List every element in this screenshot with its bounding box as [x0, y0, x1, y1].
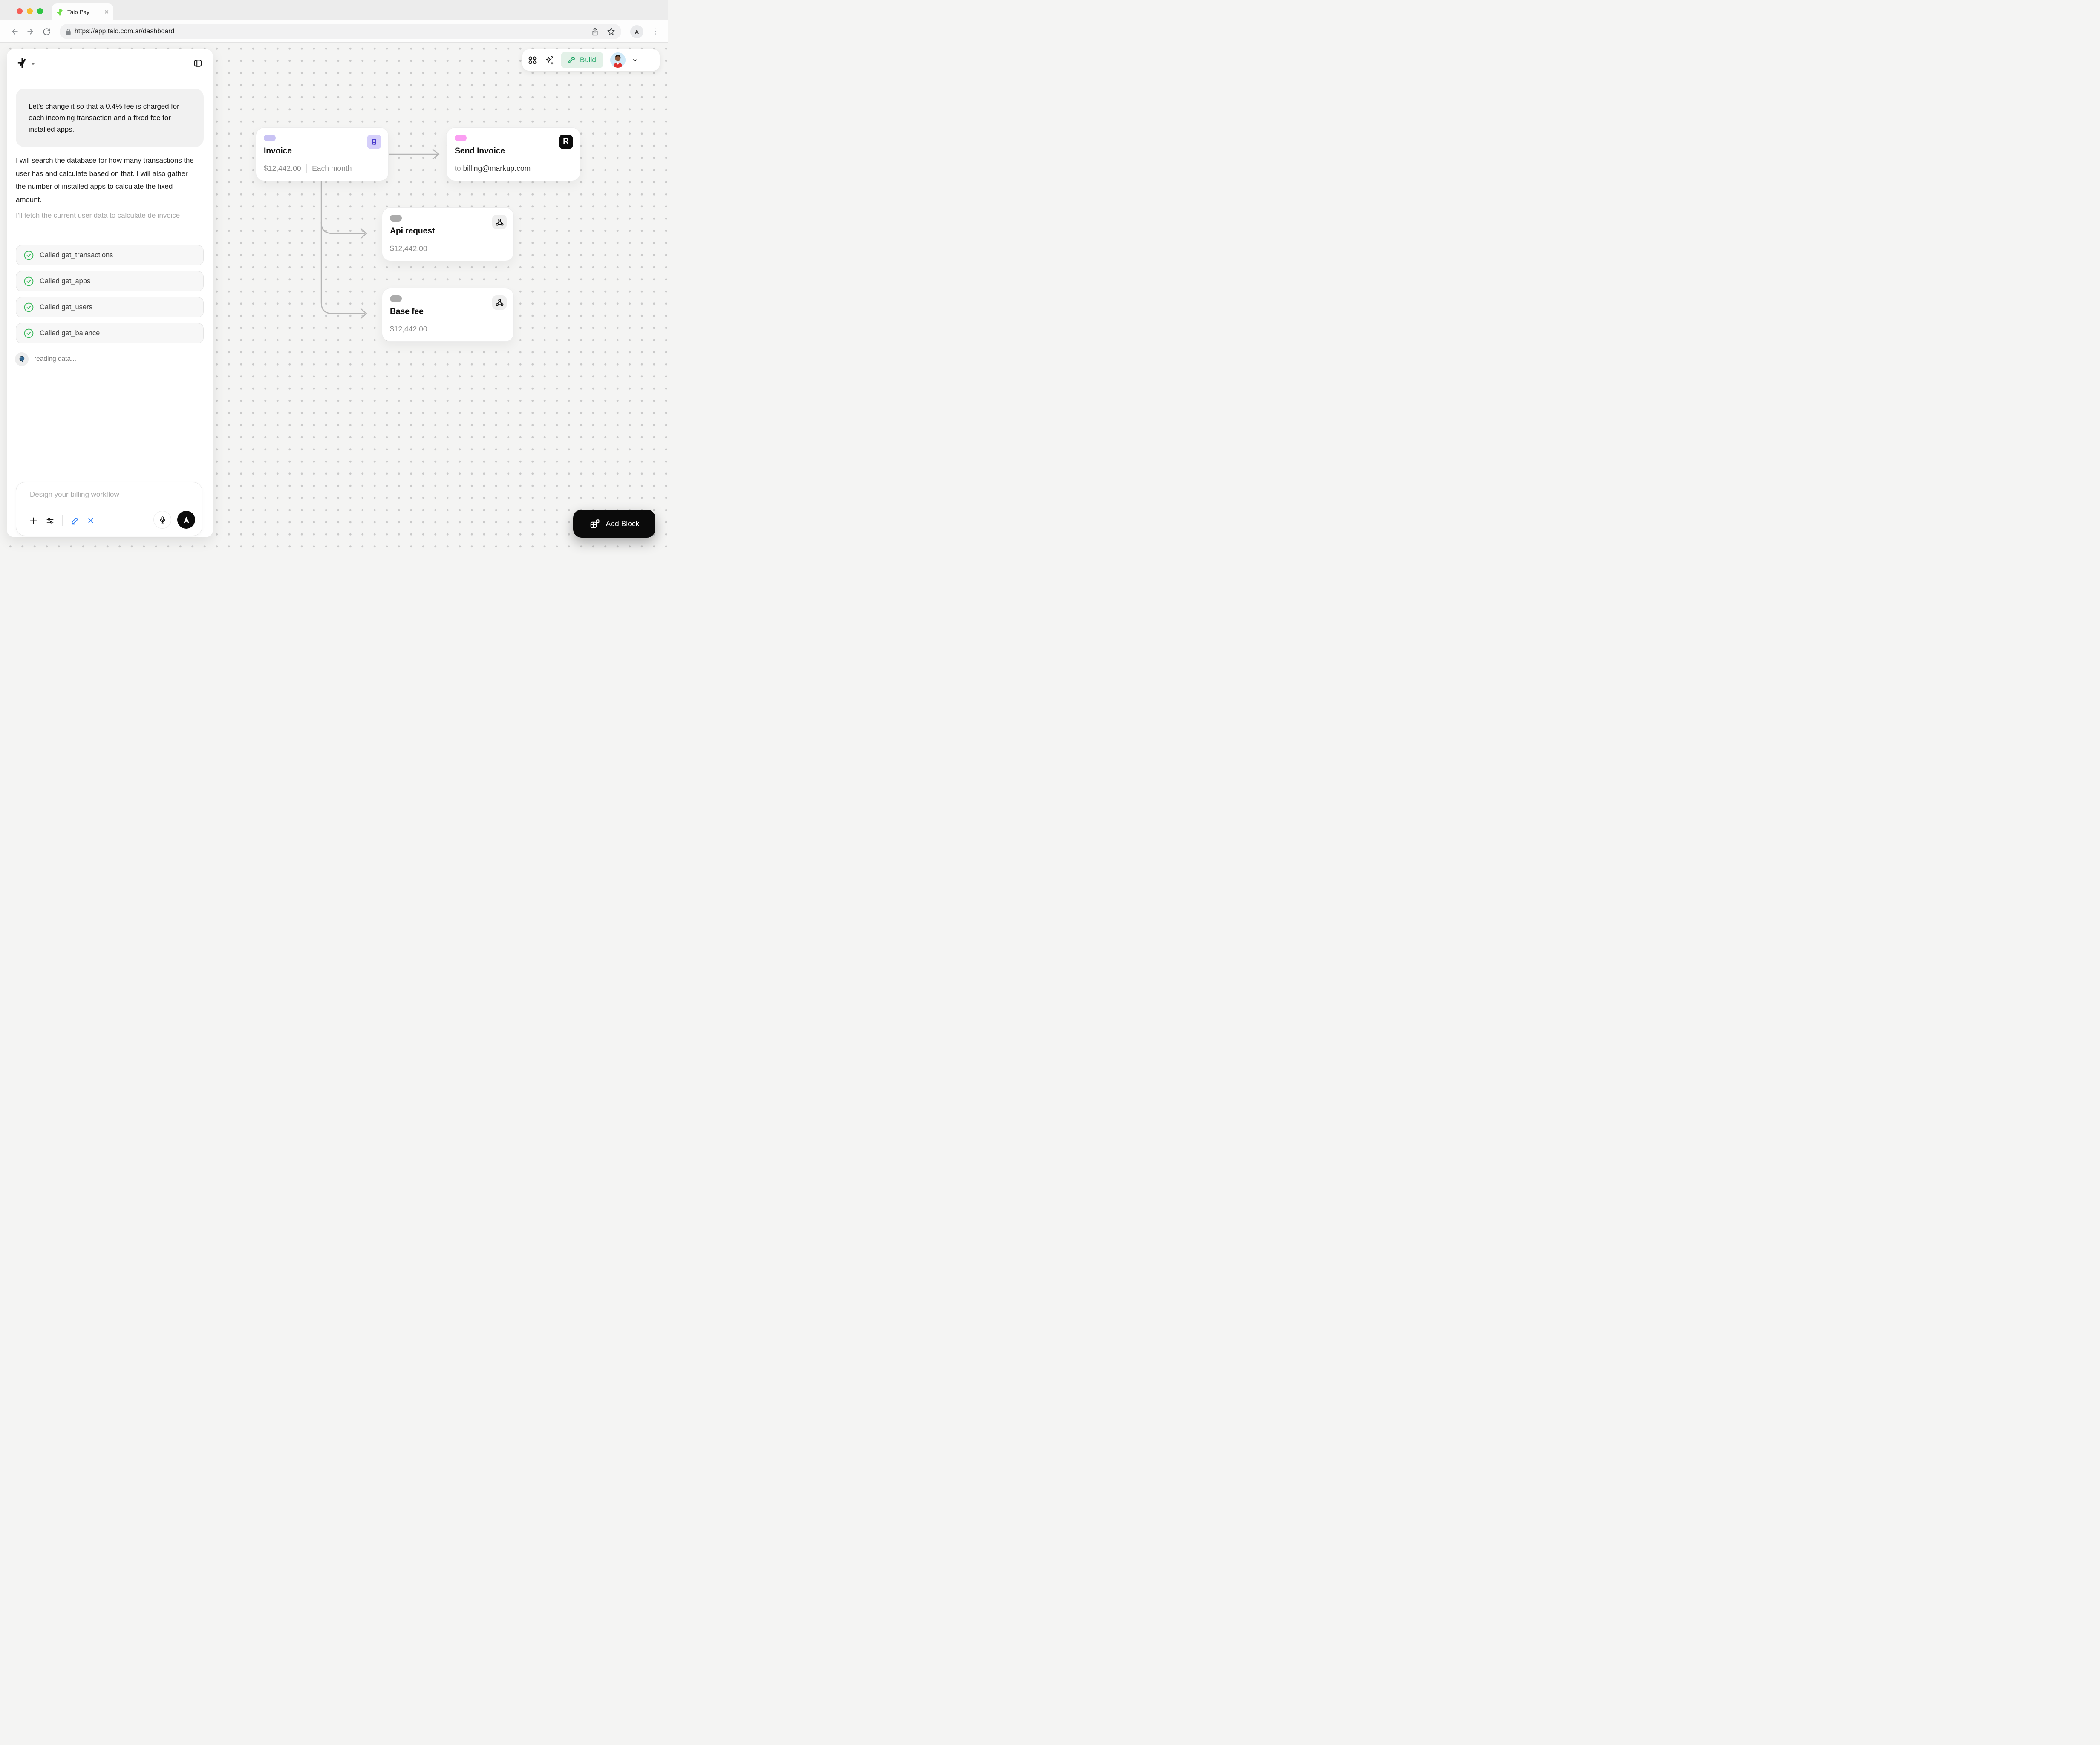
- assistant-message: I will search the database for how many …: [16, 156, 194, 204]
- bookmark-star-icon[interactable]: [607, 27, 615, 36]
- ai-sparkle-icon[interactable]: [544, 55, 554, 65]
- hammer-icon: [568, 56, 576, 64]
- settings-sliders-icon[interactable]: [46, 516, 55, 525]
- tool-call-label: Called get_apps: [40, 277, 91, 285]
- back-button[interactable]: [9, 26, 20, 37]
- node-invoice[interactable]: Invoice $12,442.00 Each month: [256, 127, 389, 181]
- add-block-button[interactable]: Add Block: [573, 510, 655, 538]
- node-accent-pill: [390, 295, 402, 302]
- resend-logo-icon: R: [559, 135, 573, 149]
- workflow-input[interactable]: [29, 490, 176, 499]
- window-minimize-button[interactable]: [27, 8, 33, 14]
- user-message-text: Let's change it so that a 0.4% fee is ch…: [29, 102, 179, 133]
- node-send-invoice[interactable]: R Send Invoice to billing@markup.com: [447, 127, 580, 181]
- node-title: Api request: [390, 226, 435, 236]
- tool-call-label: Called get_transactions: [40, 251, 113, 259]
- receipt-icon: [367, 135, 381, 149]
- node-base-fee[interactable]: Base fee $12,442.00: [382, 288, 514, 342]
- app-toolbar: Build: [522, 49, 660, 71]
- recipient-email: billing@markup.com: [463, 164, 531, 173]
- status-row: reading data...: [15, 352, 76, 366]
- tool-call-item[interactable]: Called get_balance: [16, 323, 204, 343]
- chat-sidebar: Let's change it so that a 0.4% fee is ch…: [7, 49, 213, 537]
- tool-call-label: Called get_balance: [40, 329, 100, 337]
- node-accent-pill: [390, 215, 402, 222]
- tool-call-item[interactable]: Called get_users: [16, 297, 204, 317]
- check-circle-icon: [23, 302, 34, 313]
- node-title: Invoice: [264, 146, 292, 155]
- lock-icon: [66, 29, 71, 35]
- blocks-icon: [589, 518, 600, 529]
- user-avatar[interactable]: [610, 52, 626, 68]
- tool-call-label: Called get_users: [40, 303, 92, 311]
- attach-plus-icon[interactable]: [29, 516, 38, 525]
- logo-chevron-down-icon[interactable]: [31, 61, 35, 66]
- node-amount: $12,442.00: [390, 244, 427, 253]
- mic-button[interactable]: [153, 511, 171, 529]
- apps-grid-icon[interactable]: [528, 55, 537, 65]
- forward-button[interactable]: [25, 26, 36, 37]
- check-circle-icon: [23, 328, 34, 339]
- webhook-icon: [492, 215, 507, 229]
- node-amount: $12,442.00: [264, 164, 301, 173]
- chevron-down-icon[interactable]: [632, 58, 638, 63]
- screenshot-root: Talo Pay ✕ https://app.talo.com.ar/dashb…: [0, 0, 668, 555]
- url-bar[interactable]: https://app.talo.com.ar/dashboard: [60, 24, 621, 39]
- tool-call-item[interactable]: Called get_transactions: [16, 245, 204, 265]
- window-close-button[interactable]: [17, 8, 23, 14]
- postgres-icon: [15, 352, 29, 366]
- panel-toggle-icon[interactable]: [193, 58, 203, 68]
- sidebar-header: [7, 49, 213, 78]
- reload-button[interactable]: [41, 26, 52, 37]
- node-accent-pill: [455, 135, 467, 141]
- to-prefix: to: [455, 164, 463, 173]
- assistant-note: I'll fetch the current user data to calc…: [16, 211, 180, 219]
- send-button[interactable]: [177, 511, 195, 529]
- tool-call-item[interactable]: Called get_apps: [16, 271, 204, 291]
- divider: [62, 515, 63, 526]
- build-label: Build: [580, 56, 596, 64]
- tab-title: Talo Pay: [67, 9, 89, 15]
- divider: [306, 164, 307, 173]
- check-circle-icon: [23, 250, 34, 261]
- check-circle-icon: [23, 276, 34, 287]
- browser-tab[interactable]: Talo Pay ✕: [52, 3, 113, 20]
- share-icon[interactable]: [591, 27, 599, 36]
- node-title: Send Invoice: [455, 146, 505, 155]
- user-message-bubble: Let's change it so that a 0.4% fee is ch…: [16, 89, 204, 147]
- message-composer[interactable]: [16, 482, 202, 536]
- status-text: reading data...: [34, 355, 77, 363]
- browser-profile-avatar[interactable]: A: [630, 25, 643, 38]
- browser-menu-icon[interactable]: ⋮: [652, 27, 660, 35]
- add-block-label: Add Block: [606, 519, 640, 528]
- node-title: Base fee: [390, 307, 424, 316]
- build-button[interactable]: Build: [561, 52, 603, 68]
- talo-favicon-icon: [56, 9, 63, 16]
- node-api-request[interactable]: Api request $12,442.00: [382, 207, 514, 261]
- tab-close-icon[interactable]: ✕: [104, 9, 109, 15]
- url-text: https://app.talo.com.ar/dashboard: [75, 28, 175, 35]
- talo-logo-icon[interactable]: [17, 58, 28, 68]
- node-frequency: Each month: [312, 164, 352, 173]
- browser-tab-strip: Talo Pay ✕: [0, 0, 668, 20]
- node-amount: $12,442.00: [390, 325, 427, 333]
- webhook-icon: [492, 295, 507, 310]
- edit-pencil-icon[interactable]: [71, 516, 80, 525]
- node-accent-pill: [264, 135, 276, 141]
- window-zoom-button[interactable]: [37, 8, 43, 14]
- clear-x-icon[interactable]: [87, 517, 94, 524]
